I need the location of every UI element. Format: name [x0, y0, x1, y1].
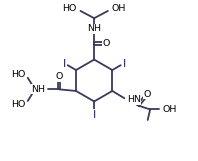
Text: O: O: [55, 72, 63, 81]
Text: NH: NH: [87, 24, 101, 33]
Text: I: I: [63, 59, 66, 69]
Text: HN: HN: [127, 95, 141, 104]
Text: O: O: [102, 39, 110, 48]
Text: I: I: [123, 59, 126, 69]
Text: O: O: [144, 90, 151, 99]
Text: HO: HO: [11, 70, 25, 79]
Text: I: I: [92, 110, 96, 120]
Text: NH: NH: [32, 85, 46, 94]
Text: OH: OH: [162, 105, 177, 114]
Text: HO: HO: [63, 4, 77, 13]
Text: OH: OH: [111, 4, 126, 13]
Text: HO: HO: [11, 100, 25, 109]
